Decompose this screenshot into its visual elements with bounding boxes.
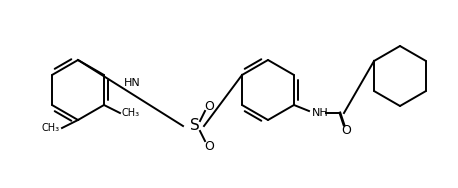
Text: CH₃: CH₃ bbox=[42, 123, 60, 133]
Text: CH₃: CH₃ bbox=[122, 108, 140, 118]
Text: S: S bbox=[190, 118, 200, 133]
Text: NH: NH bbox=[312, 108, 329, 118]
Text: O: O bbox=[204, 139, 214, 152]
Text: HN: HN bbox=[124, 78, 141, 88]
Text: O: O bbox=[204, 99, 214, 112]
Text: O: O bbox=[341, 124, 351, 137]
